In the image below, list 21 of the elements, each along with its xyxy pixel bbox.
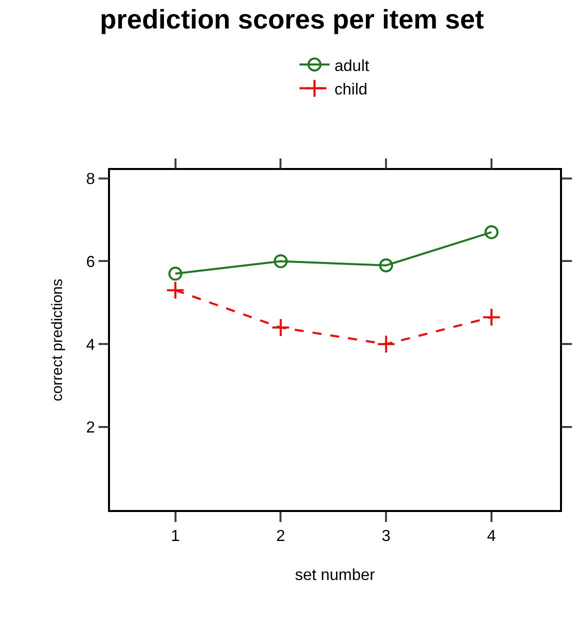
- point: [274, 254, 288, 268]
- legend-label: child: [334, 82, 368, 99]
- legend-label: adult: [334, 58, 370, 75]
- x-tick-label: 1: [170, 528, 180, 545]
- point: [484, 225, 498, 240]
- x-tick-label: 3: [382, 528, 391, 545]
- y-tick-label: 4: [86, 336, 96, 354]
- y-axis-title: correct predictions: [48, 278, 66, 402]
- x-axis-title: set number: [294, 567, 376, 584]
- chart-title: prediction scores per item set: [100, 4, 484, 34]
- y-tick-label: 8: [86, 170, 96, 188]
- x-tick-label: 2: [276, 528, 286, 545]
- y-tick-label: 2: [86, 420, 96, 437]
- point: [482, 308, 501, 327]
- point: [376, 334, 396, 354]
- point: [166, 280, 185, 300]
- point: [379, 258, 394, 272]
- point: [271, 318, 290, 337]
- y-tick-label: 6: [86, 254, 96, 271]
- x-tick-label: 4: [487, 528, 496, 545]
- point: [168, 266, 182, 281]
